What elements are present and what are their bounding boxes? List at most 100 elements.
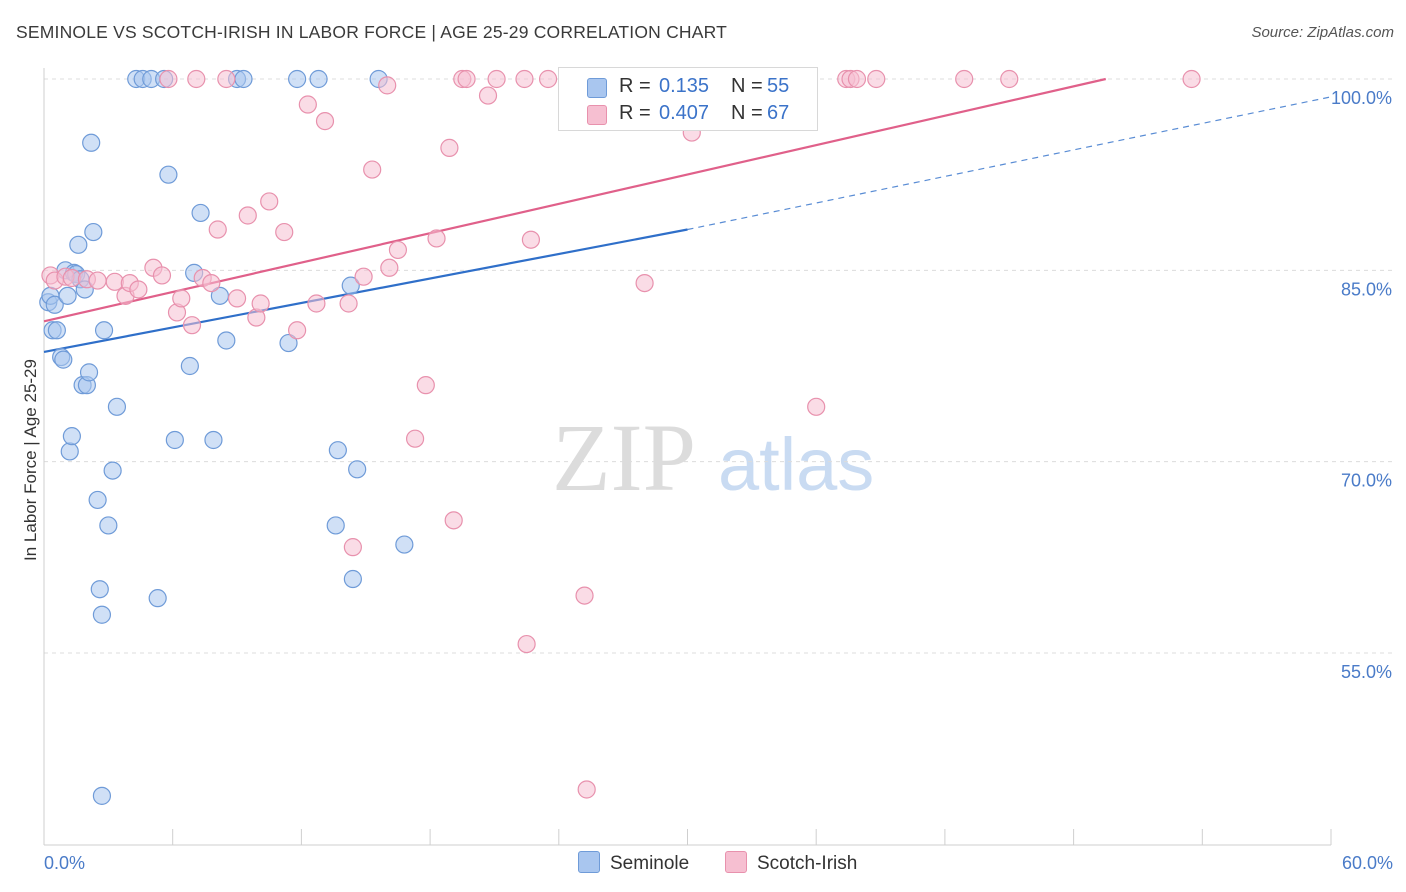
seminole-point bbox=[309, 69, 328, 89]
scotch-irish-point bbox=[251, 294, 270, 313]
seminole-point bbox=[60, 442, 79, 461]
seminole-point bbox=[279, 333, 298, 353]
watermark: ZIP atlas bbox=[552, 404, 874, 511]
seminole-point bbox=[191, 203, 210, 223]
seminole-point bbox=[343, 569, 362, 589]
scotch-irish-point bbox=[105, 272, 124, 291]
scotch-irish-point bbox=[187, 69, 206, 89]
scotch-irish-point bbox=[159, 69, 178, 89]
scotch-irish-point bbox=[388, 240, 408, 260]
seminole-point bbox=[288, 69, 307, 89]
seminole-point bbox=[54, 350, 73, 369]
scotch-irish-point bbox=[208, 220, 227, 239]
scotch-irish-point bbox=[444, 511, 463, 530]
scotch-irish-point bbox=[182, 316, 202, 335]
y-tick-label: 85.0% bbox=[1341, 279, 1392, 299]
seminole-point bbox=[84, 222, 103, 242]
scotch-irish-point bbox=[217, 69, 236, 89]
scotch-irish-point bbox=[380, 258, 399, 277]
scotch-irish-point bbox=[521, 230, 541, 249]
scotch-irish-point bbox=[427, 229, 446, 248]
seminole-point bbox=[217, 331, 236, 350]
scotch-irish-point bbox=[172, 289, 191, 308]
scotch-irish-point bbox=[955, 69, 974, 89]
seminole-point bbox=[107, 397, 127, 416]
scotch-irish-point bbox=[515, 69, 534, 89]
chart-source: Source: ZipAtlas.com bbox=[1251, 24, 1394, 41]
legend-n-label: N = bbox=[731, 102, 763, 124]
seminole-point bbox=[159, 165, 178, 184]
scotch-irish-point bbox=[457, 69, 476, 89]
bottom-legend-label: Scotch-Irish bbox=[757, 853, 858, 874]
legend-n-value: 55 bbox=[767, 75, 790, 97]
scotch-irish-point bbox=[416, 376, 435, 395]
scotch-irish-point bbox=[478, 86, 498, 105]
legend: R = 0.135 N = 55 R = 0.407 N = 67 bbox=[558, 67, 818, 131]
seminole-point bbox=[341, 276, 360, 295]
seminole-swatch bbox=[578, 851, 600, 873]
scotch-irish-point bbox=[1182, 69, 1201, 89]
seminole-point bbox=[45, 295, 64, 314]
seminole-point bbox=[348, 460, 367, 479]
scotch-irish-point bbox=[343, 538, 362, 557]
scotch-irish-swatch bbox=[587, 105, 607, 125]
scotch-irish-point bbox=[260, 192, 279, 211]
x-tick-label: 0.0% bbox=[44, 853, 85, 873]
seminole-point bbox=[99, 516, 118, 535]
scotch-irish-point bbox=[1000, 69, 1019, 89]
seminole-point bbox=[47, 321, 66, 340]
legend-r-value: 0.135 bbox=[659, 75, 710, 97]
scotch-irish-point bbox=[847, 69, 867, 89]
seminole-point bbox=[180, 356, 199, 376]
scotch-irish-point bbox=[339, 294, 358, 313]
seminole-point bbox=[395, 535, 414, 554]
bottom-legend-label: Seminole bbox=[610, 853, 690, 874]
y-tick-label: 70.0% bbox=[1341, 471, 1392, 491]
scotch-irish-point bbox=[288, 321, 307, 340]
scotch-irish-point bbox=[517, 634, 536, 654]
seminole-point bbox=[88, 490, 107, 510]
scotch-irish-trend-line bbox=[43, 77, 1107, 323]
scotch-irish-point bbox=[238, 206, 257, 225]
seminole-point bbox=[94, 321, 114, 340]
scotch-irish-point bbox=[440, 138, 459, 157]
scotch-irish-point bbox=[202, 273, 221, 293]
seminole-point bbox=[103, 461, 122, 480]
scotch-irish-point bbox=[575, 586, 594, 605]
scotch-irish-point bbox=[152, 266, 172, 285]
scotch-irish-point bbox=[635, 273, 654, 293]
scotch-irish-point bbox=[298, 95, 317, 114]
scotch-irish-point bbox=[88, 271, 107, 290]
seminole-point bbox=[62, 427, 81, 446]
seminole-swatch bbox=[587, 78, 607, 98]
seminole-point bbox=[69, 235, 88, 254]
watermark-zip: ZIP bbox=[552, 404, 696, 511]
scotch-irish-point bbox=[577, 780, 596, 799]
watermark-atlas: atlas bbox=[718, 423, 874, 506]
axes bbox=[43, 68, 1332, 846]
scotch-irish-point bbox=[275, 222, 294, 242]
scotch-irish-point bbox=[129, 280, 148, 299]
scotch-irish-point bbox=[487, 69, 506, 89]
bottom-legend-scotch-irish: Scotch-Irish bbox=[725, 851, 857, 875]
scotch-irish-point bbox=[378, 76, 397, 95]
x-tick-label: 60.0% bbox=[1342, 853, 1393, 873]
seminole-point bbox=[90, 580, 109, 599]
x-tick-labels: 0.0% 60.0% bbox=[44, 853, 1393, 873]
seminole-point bbox=[328, 441, 347, 460]
scotch-irish-point bbox=[315, 111, 335, 131]
scotch-irish-point bbox=[807, 397, 826, 416]
grid bbox=[44, 78, 1392, 654]
legend-r-value: 0.407 bbox=[659, 102, 710, 124]
y-tick-labels: 55.0% 70.0% 85.0% 100.0% bbox=[1331, 88, 1392, 682]
y-axis-title: In Labor Force | Age 25-29 bbox=[21, 359, 40, 561]
legend-row-seminole: R = 0.135 N = 55 bbox=[559, 73, 817, 101]
scotch-irish-point bbox=[354, 267, 373, 286]
trend-lines bbox=[43, 77, 1332, 354]
seminole-point bbox=[204, 430, 223, 450]
seminole-point bbox=[92, 605, 112, 624]
seminole-point bbox=[92, 786, 112, 805]
seminole-point bbox=[148, 589, 167, 608]
y-tick-label: 100.0% bbox=[1331, 88, 1392, 108]
